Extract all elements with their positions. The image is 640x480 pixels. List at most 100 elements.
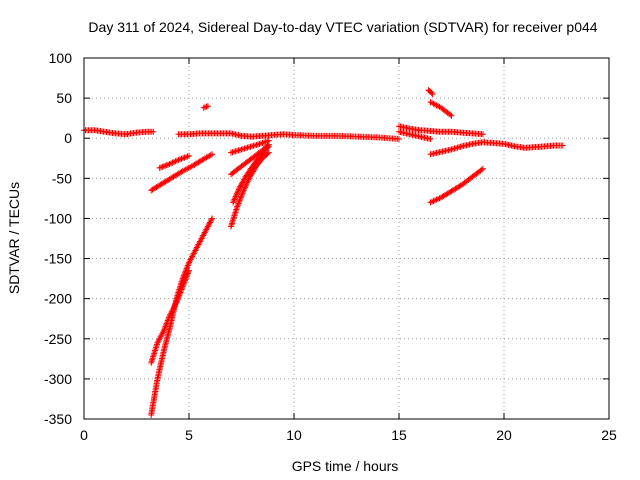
y-tick-label: -100 [44, 210, 72, 226]
data-point [180, 282, 187, 289]
data-point [265, 137, 272, 144]
data-point [163, 162, 170, 169]
data-point [207, 219, 213, 226]
data-point [233, 192, 240, 199]
series-arc-7 [148, 267, 192, 366]
data-point [237, 196, 244, 203]
y-tick-label: -350 [44, 411, 72, 427]
y-tick-label: -200 [44, 291, 72, 307]
data-points [81, 87, 566, 418]
data-point [209, 151, 216, 158]
x-tick-label: 15 [391, 427, 407, 443]
data-point [265, 149, 272, 156]
series-arc-10 [228, 141, 272, 178]
series-arc-3 [200, 103, 211, 111]
data-point [238, 191, 245, 198]
data-point [173, 298, 180, 305]
data-point [208, 216, 215, 223]
data-point [429, 91, 436, 98]
data-point [200, 104, 207, 111]
series-arc-5 [156, 152, 192, 171]
x-tick-label: 25 [601, 427, 617, 443]
data-point [204, 103, 211, 110]
y-tick-label: 100 [49, 50, 73, 66]
data-point [179, 283, 186, 290]
data-point [182, 276, 189, 283]
data-point [236, 199, 243, 206]
data-point [158, 164, 164, 171]
data-point [396, 136, 402, 143]
data-point [234, 189, 241, 196]
series-arc-16 [427, 139, 486, 158]
y-tick-label: -150 [44, 251, 72, 267]
axis-ticks: 0 5 10 15 20 25 100 50 0 -50 -100 -150 -200 -250 -300 -… [44, 50, 617, 443]
data-point [264, 150, 271, 157]
data-point [175, 293, 182, 300]
data-point [160, 163, 167, 170]
data-point [209, 215, 216, 222]
data-point [480, 131, 486, 138]
x-axis-label: GPS time / hours [292, 458, 399, 474]
data-point [230, 197, 237, 204]
data-point [156, 164, 163, 171]
data-point [185, 269, 192, 276]
data-point [236, 197, 243, 204]
data-point [184, 271, 191, 278]
data-point [165, 314, 172, 321]
data-point [480, 165, 486, 172]
grid [84, 58, 609, 419]
data-point [207, 218, 214, 225]
data-point [164, 319, 171, 326]
series-arc-14 [425, 87, 436, 98]
data-point [173, 299, 180, 306]
data-point [234, 201, 241, 208]
data-point [206, 220, 213, 227]
data-point [160, 327, 167, 334]
data-point [428, 89, 435, 96]
data-point [185, 261, 192, 268]
data-point [165, 316, 172, 323]
data-point [232, 193, 239, 200]
series-arc-6 [148, 215, 216, 418]
data-point [176, 292, 183, 299]
data-point [162, 162, 169, 169]
data-point [177, 289, 184, 296]
data-point [161, 324, 168, 331]
y-tick-label: 50 [56, 90, 72, 106]
data-point [163, 321, 170, 328]
x-tick-label: 10 [286, 427, 302, 443]
data-point [179, 285, 186, 292]
data-point [184, 263, 191, 270]
y-axis-label: SDTVAR / TECUs [6, 182, 22, 294]
x-tick-label: 0 [80, 427, 88, 443]
x-tick-label: 20 [496, 427, 512, 443]
data-point [559, 142, 566, 149]
data-point [178, 286, 185, 293]
data-point [207, 152, 214, 159]
data-point [240, 188, 247, 195]
data-point [478, 166, 485, 173]
data-point [186, 152, 192, 159]
data-point [183, 273, 190, 280]
data-point [184, 262, 191, 269]
data-point [448, 112, 455, 119]
series-arc-12 [396, 123, 486, 138]
series-arc-15 [427, 99, 455, 119]
data-point [177, 288, 184, 295]
data-point [238, 193, 245, 200]
data-point [183, 274, 190, 281]
series-arc-13 [396, 128, 434, 143]
data-point [176, 290, 183, 297]
data-point [174, 296, 181, 303]
data-point [184, 270, 191, 277]
y-tick-label: -250 [44, 331, 72, 347]
data-point [234, 203, 241, 210]
data-point [159, 163, 166, 170]
data-point [447, 111, 454, 118]
data-point [235, 200, 242, 207]
data-point [427, 136, 434, 143]
chart-title: Day 311 of 2024, Sidereal Day-to-day VTE… [88, 19, 597, 35]
data-point [239, 190, 246, 197]
y-tick-label: 0 [64, 130, 72, 146]
